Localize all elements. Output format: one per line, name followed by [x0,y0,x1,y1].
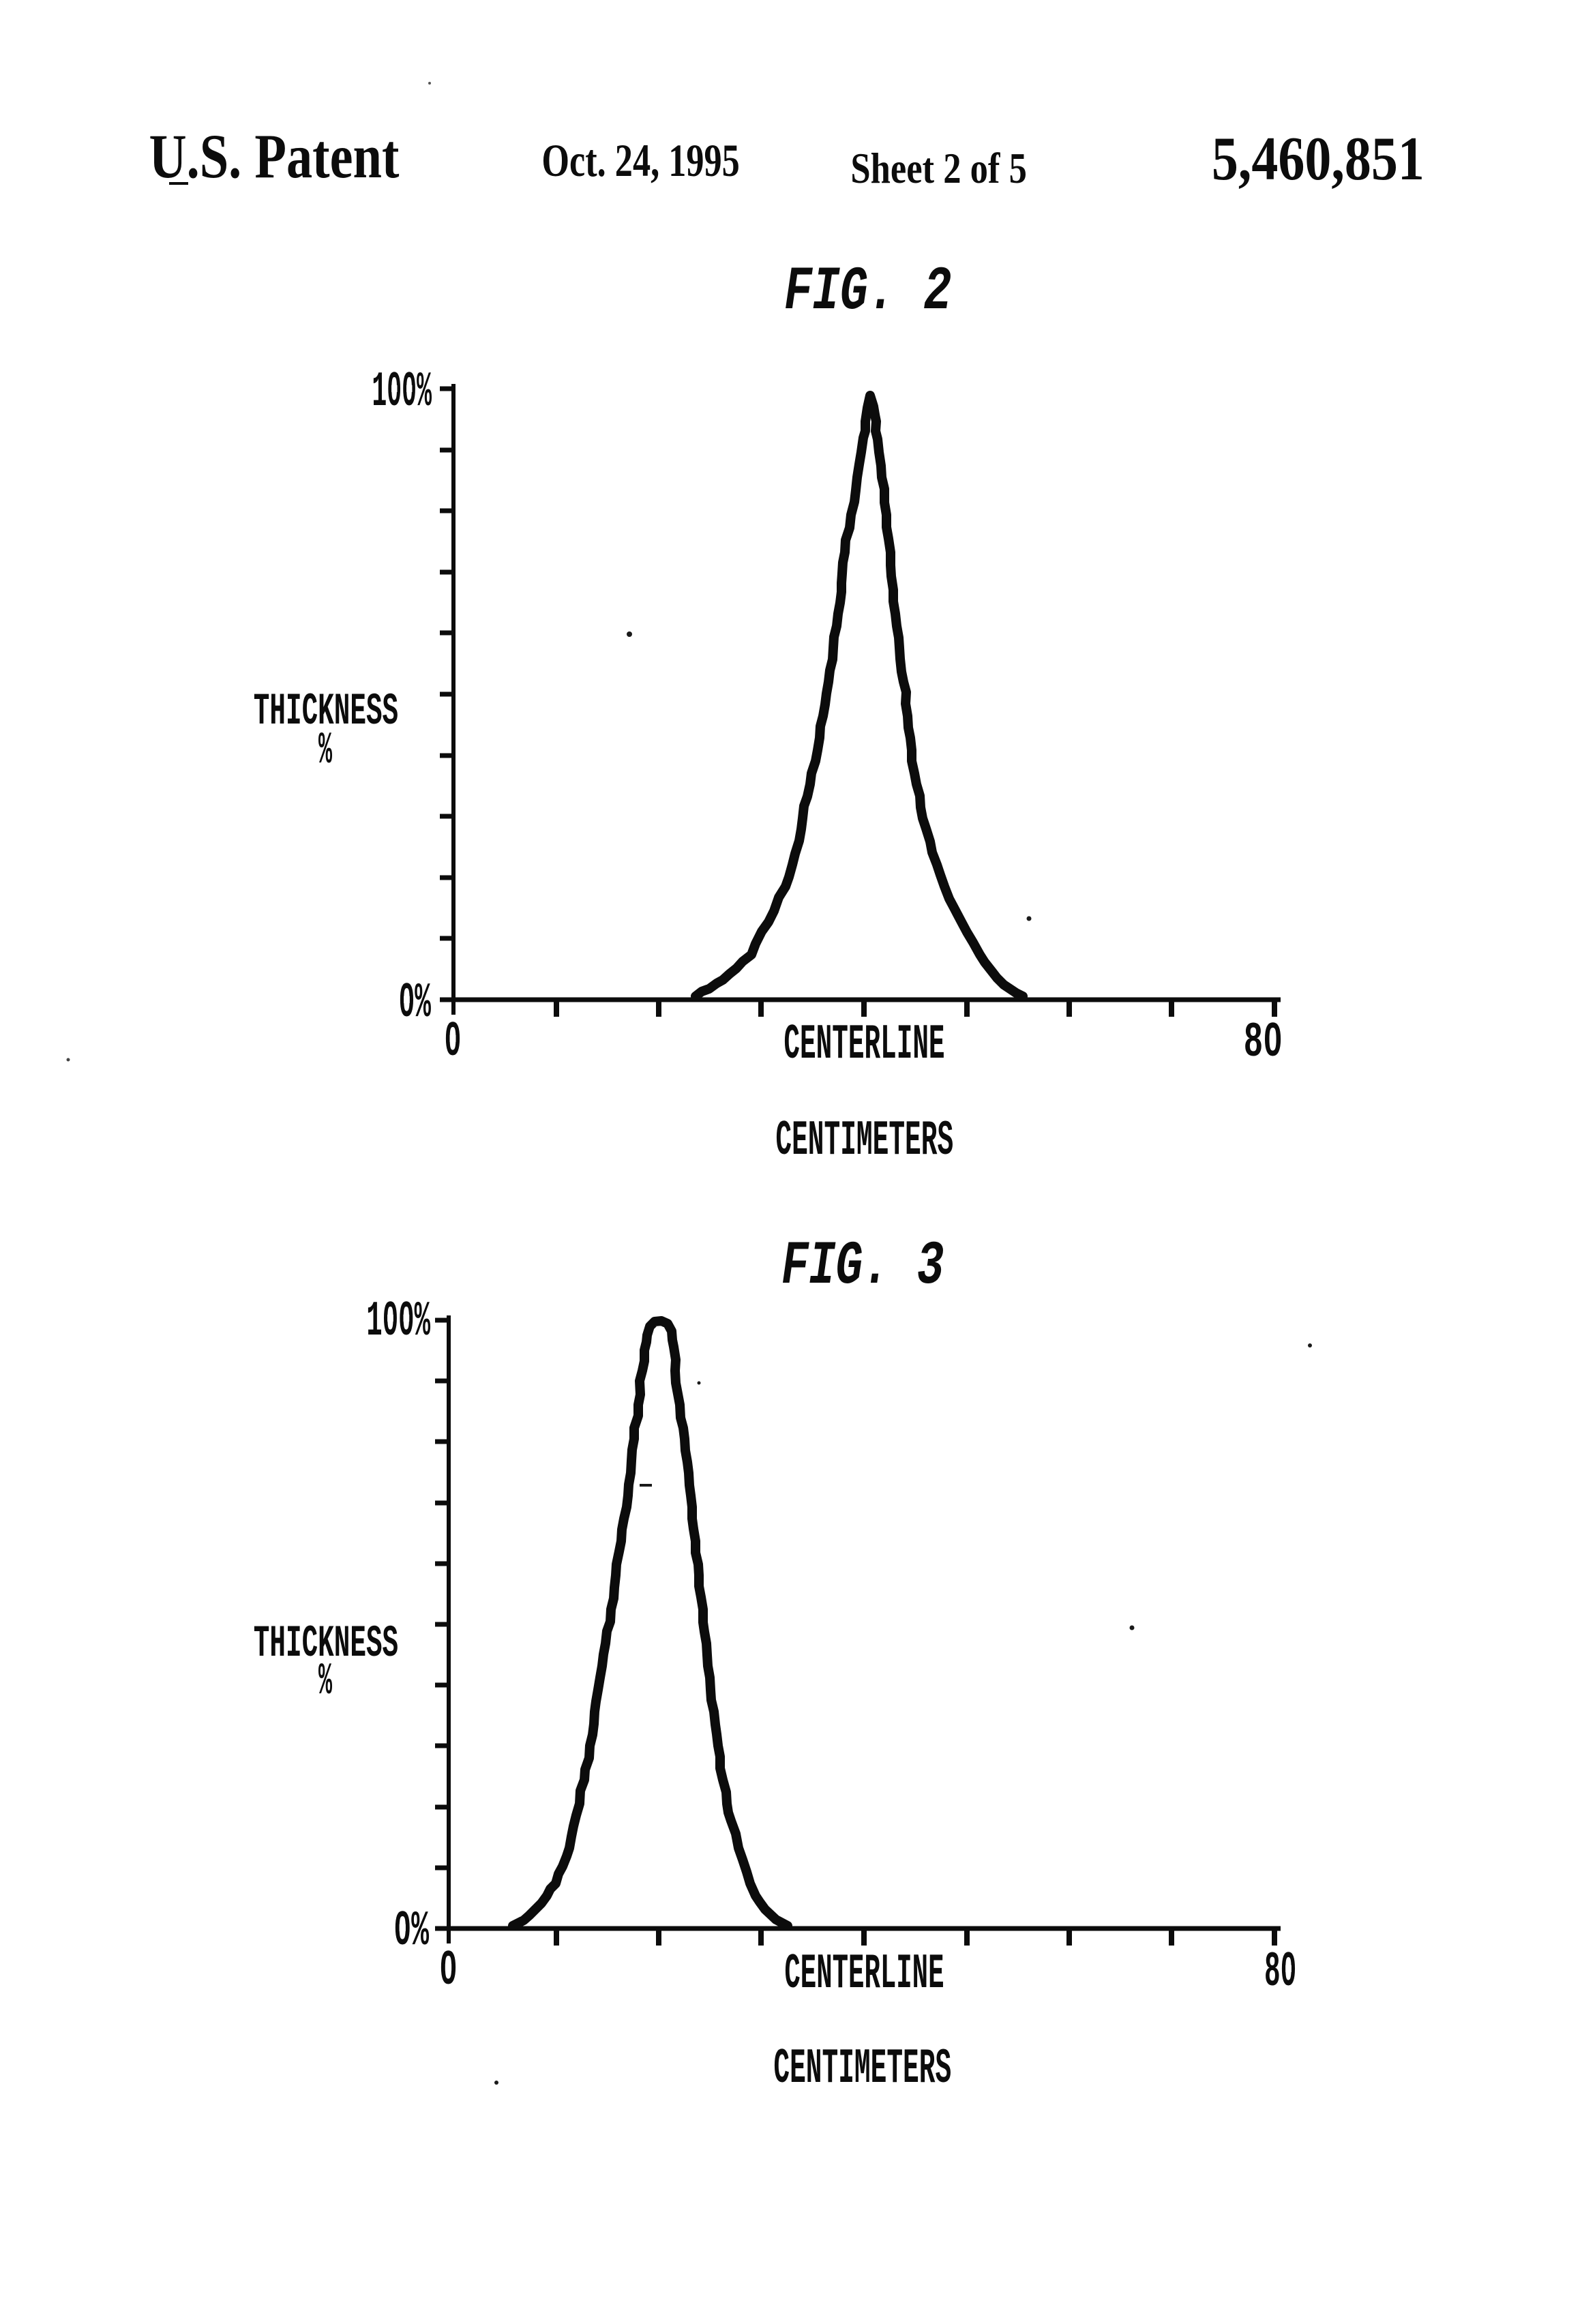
svg-text:THICKNESS: THICKNESS [254,1620,398,1670]
svg-text:100%: 100% [366,1295,430,1350]
svg-text:CENTIMETERS: CENTIMETERS [775,1114,953,1170]
svg-text:FIG. 3: FIG. 3 [781,1232,944,1302]
svg-text:CENTIMETERS: CENTIMETERS [773,2042,951,2098]
svg-text:THICKNESS: THICKNESS [254,687,398,738]
svg-text:Sheet 2 of 5: Sheet 2 of 5 [850,144,1026,192]
svg-text:%: % [318,724,332,776]
svg-text:80: 80 [1244,1015,1283,1071]
svg-text:CENTERLINE: CENTERLINE [783,1018,944,1073]
svg-text:5,460,851: 5,460,851 [1212,124,1424,193]
svg-text:Oct. 24, 1995: Oct. 24, 1995 [541,136,739,187]
svg-text:CENTERLINE: CENTERLINE [784,1948,944,2003]
svg-text:100%: 100% [372,365,432,421]
svg-text:80: 80 [1264,1946,1296,2001]
svg-text:FIG. 2: FIG. 2 [784,258,951,327]
svg-text:0%: 0% [393,1904,429,1959]
svg-text:%: % [318,1655,332,1707]
svg-text:0%: 0% [399,977,431,1032]
svg-text:U.S. Patent: U.S. Patent [149,122,400,191]
svg-text:0: 0 [445,1014,462,1070]
